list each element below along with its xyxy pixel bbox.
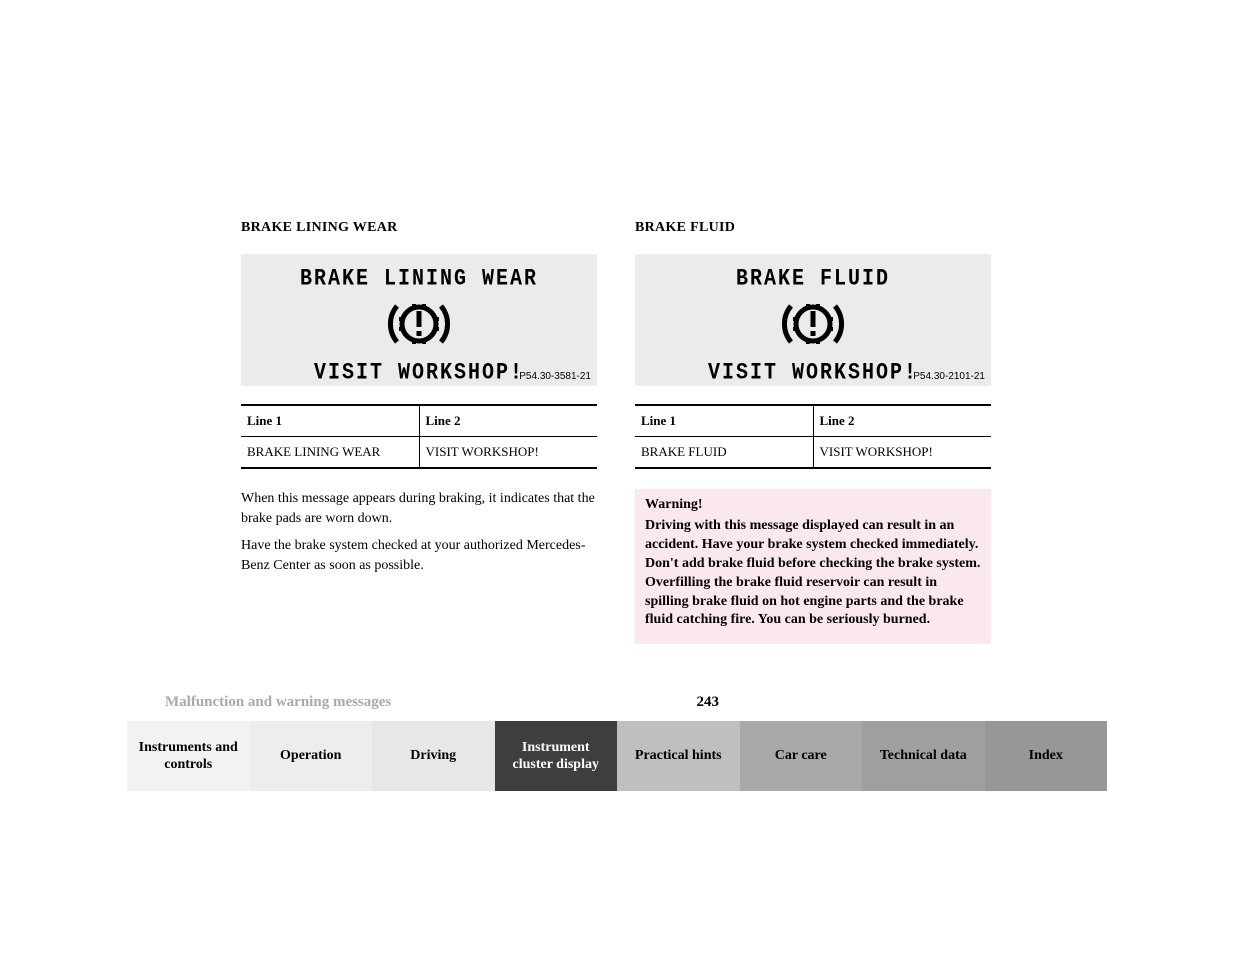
- tab-instrument-cluster-display[interactable]: Instrument cluster display: [495, 721, 618, 791]
- table-row: BRAKE LINING WEAR VISIT WORKSHOP!: [241, 437, 597, 469]
- display-line1: BRAKE FLUID: [635, 266, 991, 292]
- table-header-row: Line 1 Line 2: [635, 405, 991, 437]
- page-number: 243: [697, 694, 720, 711]
- brake-warning-icon: [380, 297, 458, 356]
- right-column: BRAKE FLUID BRAKE FLUID: [635, 220, 991, 644]
- left-message-table: Line 1 Line 2 BRAKE LINING WEAR VISIT WO…: [241, 404, 597, 469]
- tab-technical-data[interactable]: Technical data: [862, 721, 985, 791]
- tab-practical-hints[interactable]: Practical hints: [617, 721, 740, 791]
- table-header: Line 1: [241, 405, 419, 437]
- display-code: P54.30-3581-21: [519, 371, 591, 382]
- body-paragraph: When this message appears during braking…: [241, 489, 597, 528]
- tab-driving[interactable]: Driving: [372, 721, 495, 791]
- nav-tab-row: Instruments and controls Operation Drivi…: [127, 721, 1107, 791]
- tab-car-care[interactable]: Car care: [740, 721, 863, 791]
- footer-title-row: Malfunction and warning messages 243: [127, 694, 1107, 711]
- table-cell: BRAKE FLUID: [635, 437, 813, 469]
- table-header: Line 2: [419, 405, 597, 437]
- tab-instruments-controls[interactable]: Instruments and controls: [127, 721, 250, 791]
- table-cell: VISIT WORKSHOP!: [813, 437, 991, 469]
- table-row: BRAKE FLUID VISIT WORKSHOP!: [635, 437, 991, 469]
- left-heading: BRAKE LINING WEAR: [241, 220, 597, 236]
- page-footer: Malfunction and warning messages 243 Ins…: [127, 694, 1107, 791]
- footer-section-name: Malfunction and warning messages: [165, 694, 391, 711]
- table-cell: VISIT WORKSHOP!: [419, 437, 597, 469]
- table-header: Line 2: [813, 405, 991, 437]
- body-paragraph: Have the brake system checked at your au…: [241, 536, 597, 575]
- left-cluster-display: BRAKE LINING WEAR: [241, 254, 597, 386]
- brake-warning-icon: [774, 297, 852, 356]
- right-message-table: Line 1 Line 2 BRAKE FLUID VISIT WORKSHOP…: [635, 404, 991, 469]
- content-columns: BRAKE LINING WEAR BRAKE LINING WEAR: [241, 220, 991, 644]
- right-cluster-display: BRAKE FLUID: [635, 254, 991, 386]
- display-line1: BRAKE LINING WEAR: [241, 266, 597, 292]
- tab-operation[interactable]: Operation: [250, 721, 373, 791]
- manual-page: BRAKE LINING WEAR BRAKE LINING WEAR: [127, 0, 1107, 800]
- warning-text: Driving with this message displayed can …: [645, 517, 981, 630]
- table-header-row: Line 1 Line 2: [241, 405, 597, 437]
- table-cell: BRAKE LINING WEAR: [241, 437, 419, 469]
- right-heading: BRAKE FLUID: [635, 220, 991, 236]
- tab-index[interactable]: Index: [985, 721, 1108, 791]
- display-code: P54.30-2101-21: [913, 371, 985, 382]
- warning-title: Warning!: [645, 497, 981, 513]
- table-header: Line 1: [635, 405, 813, 437]
- warning-callout: Warning! Driving with this message displ…: [635, 489, 991, 644]
- left-column: BRAKE LINING WEAR BRAKE LINING WEAR: [241, 220, 597, 644]
